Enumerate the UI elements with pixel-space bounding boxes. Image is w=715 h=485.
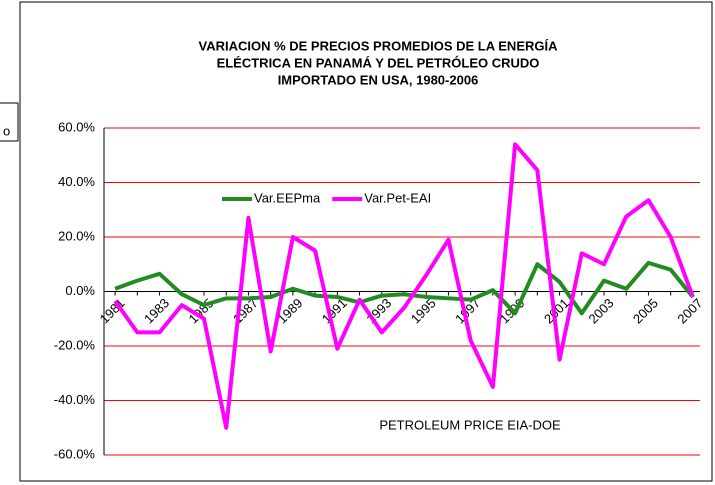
annotation: PETROLEUM PRICE EIA-DOE [379, 417, 561, 432]
chart-title: ELÉCTRICA EN PANAMÁ Y DEL PETRÓLEO CRUDO [217, 55, 540, 70]
chart-title: VARIACION % DE PRECIOS PROMEDIOS DE LA E… [199, 38, 559, 53]
y-tick-label: -20.0% [54, 337, 96, 352]
legend-label: Var.EEPma [254, 190, 321, 205]
series-line [113, 142, 695, 430]
legend-label: Var.Pet-EAI [364, 190, 431, 205]
y-tick-label: 40.0% [58, 174, 95, 189]
side-label: o [3, 123, 10, 138]
y-tick-label: 20.0% [58, 228, 95, 243]
y-tick-label: 0.0% [65, 283, 95, 298]
y-tick-label: 60.0% [58, 119, 95, 134]
chart-frame [19, 1, 713, 482]
side-box [0, 102, 19, 142]
chart-title: IMPORTADO EN USA, 1980-2006 [278, 72, 479, 87]
series-line [114, 260, 695, 316]
y-tick-label: -60.0% [54, 446, 96, 461]
y-tick-label: -40.0% [54, 392, 96, 407]
